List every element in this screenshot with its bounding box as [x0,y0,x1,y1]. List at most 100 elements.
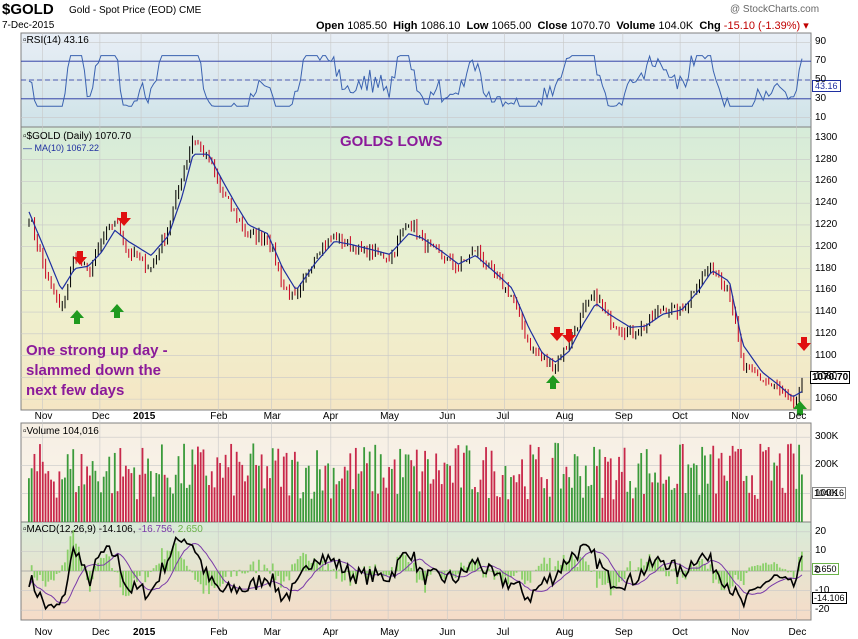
volume-bar [77,486,80,522]
macd-hist-bar [659,566,662,571]
arrow-down-icon [562,329,576,343]
volume-value-tag: 104016 [812,487,847,499]
volume-bar [202,449,205,522]
volume-bar [72,449,75,522]
macd-hist-bar [546,563,548,571]
x-tick-label: Apr [322,627,339,638]
volume-bar [759,443,762,522]
macd-hist-bar [318,567,321,571]
volume-bar [482,460,485,522]
volume-bar [133,467,136,522]
volume-bar [612,499,615,522]
volume-bar [379,454,382,522]
volume-bar [307,465,310,522]
macd-hist-bar [238,569,241,571]
macd-hist-bar [512,571,515,576]
macd-hist-bar [382,571,385,577]
macd-hist-bar [100,557,102,571]
price-tick-label: 1300 [815,131,838,143]
macd-hist-bar [302,552,305,571]
macd-hist-bar [767,564,770,571]
volume-bar [446,464,449,522]
volume-bar [233,495,235,522]
macd-hist-bar [108,556,111,571]
volume-bar [172,493,174,522]
macd-hist-bar [271,563,274,571]
volume-bar [618,456,620,522]
macd-hist-bar [692,568,695,571]
macd-hist-bar [88,571,91,592]
macd-hist-bar [762,563,765,571]
macd-hist-bar [554,566,557,571]
volume-bar [493,471,496,522]
macd-hist-bar [590,571,593,573]
macd-hist-bar [299,556,302,571]
price-tick-label: 1240 [815,197,838,209]
macd-hist-bar [343,571,346,581]
volume-bar [100,492,102,522]
macd-label: ▫MACD(12,26,9) -14.106, -16.756, 2.650 [23,524,203,535]
volume-bar [584,465,587,522]
volume-bar [396,494,399,522]
volume-bar [80,454,83,522]
macd-hist-bar [623,571,626,579]
chg-value: -15.10 (-1.39%) [723,20,801,32]
macd-hist-bar [69,536,72,571]
volume-bar [537,447,540,522]
volume-bar [546,479,548,522]
volume-bar [609,458,612,522]
ma-label: — MA(10) 1067.22 [23,143,100,153]
volume-bar [124,465,127,522]
macd-hist-bar [288,571,291,581]
volume-bar [257,465,260,522]
volume-bar [449,465,451,522]
symbol-title: $GOLD [2,1,54,18]
macd-hist-bar [662,567,665,571]
volume-bar [208,485,210,522]
volume-bar [659,454,662,522]
x-tick-label: May [380,411,399,422]
volume-bar [269,478,271,522]
volume-bar [720,452,723,522]
instrument-name: Gold - Spot Price (EOD) CME [69,5,202,16]
volume-bar [504,465,507,522]
rsi-icon: ▫ [23,35,27,46]
macd-hist-bar [255,571,257,574]
macd-hist-bar [407,562,410,571]
volume-bar [737,448,740,522]
macd-hist-bar [205,571,208,586]
macd-hist-bar [753,565,756,571]
macd-hist-bar [113,571,116,572]
macd-tick-label: -10 [815,584,830,596]
volume-bar [88,475,91,522]
volume-bar [726,480,728,522]
macd-hist-bar [216,571,219,587]
macd-hist-bar [119,571,122,588]
macd-hist-bar [141,570,144,571]
volume-bar [116,491,119,522]
volume-bar [285,452,288,522]
macd-hist-bar [418,571,421,580]
volume-bar [656,482,659,522]
macd-hist-bar [160,548,163,571]
annotation-note: One strong up day - slammed down the nex… [26,342,168,399]
volume-bar [329,498,332,522]
volume-bar [465,445,468,522]
volume-bar [535,459,537,522]
x-tick-label: Oct [672,627,688,638]
macd-hist-bar [185,565,188,571]
volume-bar [543,488,546,522]
macd-hist-bar [282,571,285,582]
macd-hist-bar [429,571,432,575]
volume-bar [662,483,665,522]
macd-hist-bar [368,566,371,571]
macd-hist-bar [573,559,576,571]
volume-bar [255,464,257,522]
volume-bar [476,492,479,522]
macd-hist-bar [487,568,490,571]
x-tick-label: Oct [672,411,688,422]
volume-bar [158,474,161,522]
rsi-label: ▫RSI(14) 43.16 [23,35,89,46]
macd-hist-bar [33,571,36,578]
volume-bar [393,459,396,522]
